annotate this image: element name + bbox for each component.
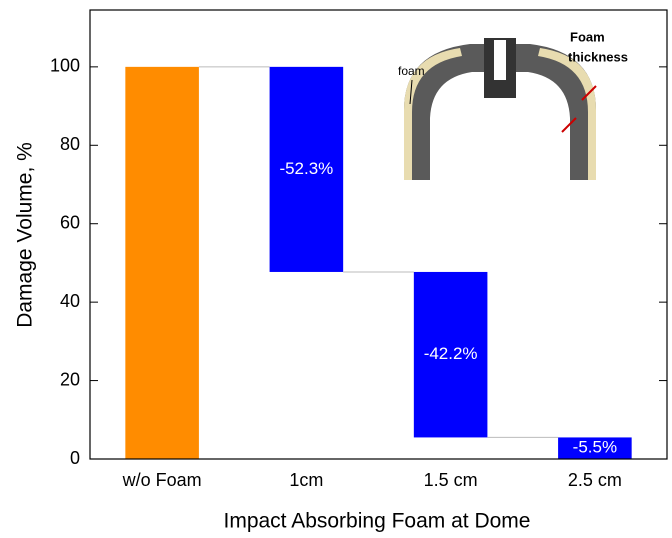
page: Impact Absorbing Foam at Dome Damage Vol… (0, 0, 672, 538)
chart: Impact Absorbing Foam at Dome Damage Vol… (0, 0, 672, 538)
y-tick-label: 40 (60, 291, 80, 311)
x-axis-label: Impact Absorbing Foam at Dome (224, 510, 531, 533)
data-label: -52.3% (279, 159, 333, 178)
x-tick-label: 1.5 cm (424, 470, 478, 490)
y-axis-label: Damage Volume, % (14, 142, 37, 328)
y-tick-label: 60 (60, 212, 80, 232)
dome-port (494, 40, 506, 80)
annotation: Foam (570, 29, 605, 44)
data-label: -5.5% (573, 438, 617, 457)
y-tick-label: 80 (60, 134, 80, 154)
inset-figure: foam Foam thickness (398, 29, 628, 180)
data-label: -42.2% (424, 344, 478, 363)
bar (125, 67, 199, 459)
x-tick-label: w/o Foam (122, 470, 202, 490)
annotation: foam (398, 64, 425, 78)
x-tick-label: 1cm (289, 470, 323, 490)
annotation: thickness (568, 49, 628, 64)
x-tick-label: 2.5 cm (568, 470, 622, 490)
y-tick-label: 100 (50, 56, 80, 76)
y-tick-label: 20 (60, 369, 80, 389)
y-tick-label: 0 (70, 448, 80, 468)
